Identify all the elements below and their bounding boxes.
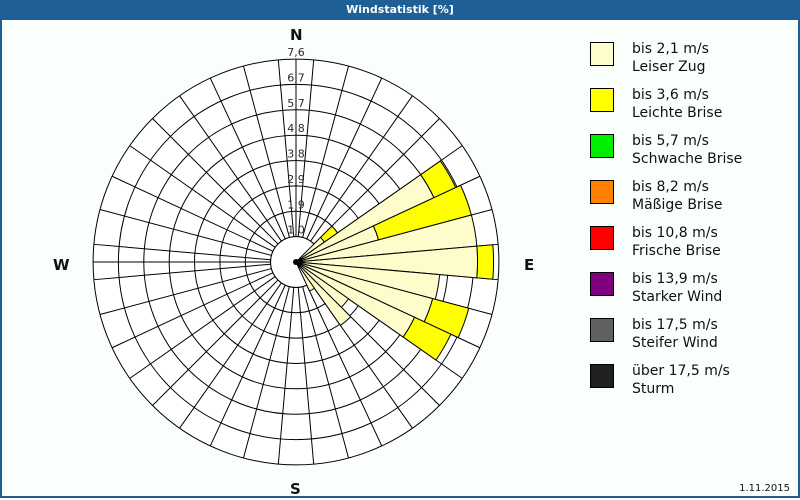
radial-tick-label: 6,7 bbox=[287, 71, 305, 84]
compass-west-label: W bbox=[53, 256, 70, 274]
legend-speed: bis 8,2 m/s bbox=[632, 179, 709, 195]
grid-spoke bbox=[302, 286, 350, 459]
grid-spoke bbox=[152, 118, 279, 245]
grid-spoke bbox=[209, 284, 286, 447]
grid-spoke bbox=[152, 279, 279, 406]
compass-north-label: N bbox=[290, 26, 303, 44]
grid-spoke bbox=[209, 77, 286, 240]
wind-sector bbox=[423, 298, 470, 339]
wind-sector bbox=[402, 316, 452, 361]
legend-speed: bis 10,8 m/s bbox=[632, 225, 718, 241]
grid-spoke bbox=[277, 59, 295, 237]
legend-label: Starker Wind bbox=[632, 289, 723, 305]
compass-south-label: S bbox=[290, 480, 301, 498]
grid-spoke bbox=[242, 65, 290, 238]
grid-spoke bbox=[306, 77, 383, 240]
radial-tick-label: 7,6 bbox=[287, 46, 305, 59]
compass-east-label: E bbox=[524, 256, 535, 274]
radial-tick-label: 1,9 bbox=[287, 198, 305, 211]
legend-swatch bbox=[590, 272, 614, 296]
wind-sector bbox=[295, 261, 316, 292]
grid-spoke bbox=[179, 282, 282, 429]
wind-rose-chart: 1,0 1,9 2,9 3,8 4,8 5,7 6,7 7,6 bbox=[92, 46, 500, 466]
grid-spoke bbox=[93, 263, 271, 281]
legend-speed: über 17,5 m/s bbox=[632, 363, 730, 379]
grid-spoke bbox=[99, 208, 272, 256]
legend-speed: bis 3,6 m/s bbox=[632, 87, 709, 103]
legend-swatch bbox=[590, 134, 614, 158]
legend-swatch bbox=[590, 318, 614, 342]
legend-label: Frische Brise bbox=[632, 243, 721, 259]
legend-label: Leichte Brise bbox=[632, 105, 723, 121]
grid-spoke bbox=[111, 175, 274, 252]
legend-swatch bbox=[590, 180, 614, 204]
legend-speed: bis 13,9 m/s bbox=[632, 271, 718, 287]
window-title: Windstatistik [%] bbox=[0, 0, 800, 20]
legend-swatch bbox=[590, 226, 614, 250]
legend-swatch bbox=[590, 42, 614, 66]
legend-swatch bbox=[590, 364, 614, 388]
grid-spoke bbox=[277, 287, 295, 465]
grid-spoke bbox=[302, 65, 350, 238]
grid-spoke bbox=[129, 145, 276, 248]
grid-spoke bbox=[297, 287, 315, 465]
radial-tick-label: 2,9 bbox=[287, 173, 305, 186]
wind-sector bbox=[295, 261, 352, 327]
radial-tick-label: 5,7 bbox=[287, 97, 305, 110]
legend-label: Steifer Wind bbox=[632, 335, 718, 351]
grid-spoke bbox=[99, 268, 272, 316]
legend-speed: bis 5,7 m/s bbox=[632, 133, 709, 149]
legend-speed: bis 2,1 m/s bbox=[632, 41, 709, 57]
legend-label: Sturm bbox=[632, 381, 675, 397]
grid-spoke bbox=[179, 95, 282, 242]
date-stamp: 1.11.2015 bbox=[739, 483, 790, 494]
radial-tick-label: 3,8 bbox=[287, 148, 305, 161]
legend-label: Schwache Brise bbox=[632, 151, 743, 167]
legend-label: Leiser Zug bbox=[632, 59, 706, 75]
grid-spoke bbox=[306, 284, 383, 447]
grid-spoke bbox=[313, 118, 440, 245]
grid-spoke bbox=[93, 243, 271, 261]
grid-spoke bbox=[310, 95, 413, 242]
legend-swatch bbox=[590, 88, 614, 112]
grid-spoke bbox=[297, 59, 315, 237]
grid-spoke bbox=[129, 276, 276, 379]
radial-tick-label: 4,8 bbox=[287, 122, 305, 135]
wind-sector bbox=[476, 244, 495, 280]
grid-spoke bbox=[242, 286, 290, 459]
legend-label: Mäßige Brise bbox=[632, 197, 723, 213]
radial-tick-label: 1,0 bbox=[287, 224, 305, 237]
grid-spoke bbox=[111, 272, 274, 349]
legend-speed: bis 17,5 m/s bbox=[632, 317, 718, 333]
